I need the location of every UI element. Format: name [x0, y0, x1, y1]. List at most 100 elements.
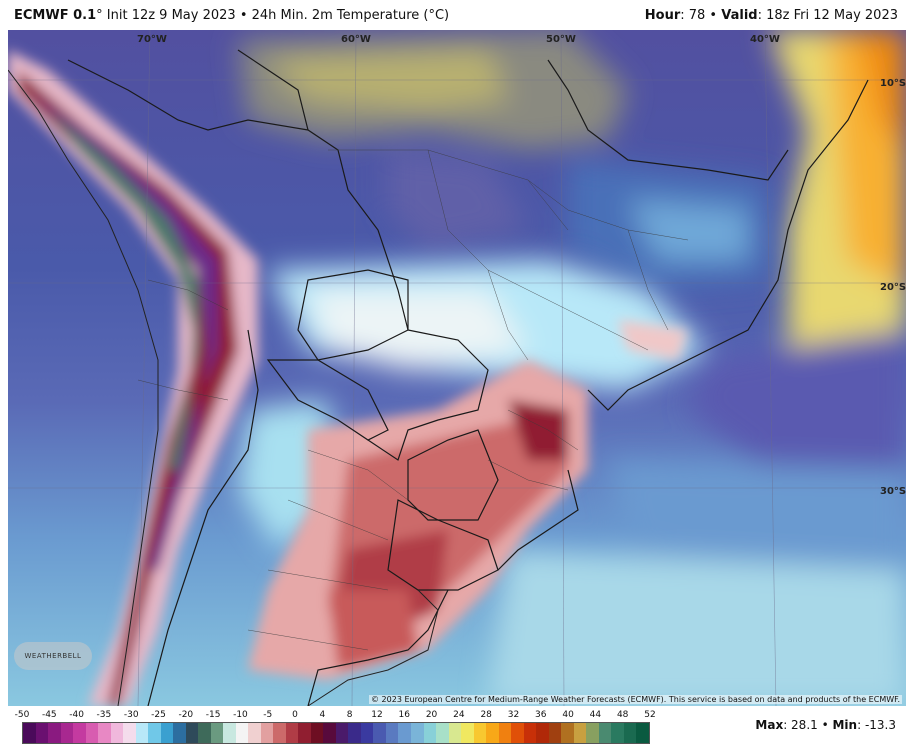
colorbar-swatch: [461, 723, 474, 743]
colorbar-swatch: [335, 723, 349, 743]
colorbar-swatch: [498, 723, 512, 743]
lon-label-40w: 40°W: [750, 34, 780, 45]
colorbar-tick-label: 36: [535, 710, 547, 720]
hour-label: Hour: [644, 8, 681, 23]
colorbar-swatch: [298, 723, 311, 743]
colorbar-tick-label: 28: [480, 710, 492, 720]
colorbar-swatch: [611, 723, 624, 743]
lon-label-60w: 60°W: [341, 34, 371, 45]
map-title: ECMWF 0.1° Init 12z 9 May 2023 • 24h Min…: [14, 8, 449, 23]
colorbar-swatch: [185, 723, 199, 743]
colorbar-tick-label: 12: [371, 710, 383, 720]
colorbar-swatch: [448, 723, 462, 743]
colorbar-swatch: [410, 723, 424, 743]
colorbar-swatch: [273, 723, 286, 743]
colorbar-tick-label: 48: [616, 710, 629, 720]
init-text: Init 12z 9 May 2023 • 24h Min. 2m Temper…: [102, 8, 450, 23]
colorbar-tick-label: -15: [205, 710, 221, 720]
map-header: ECMWF 0.1° Init 12z 9 May 2023 • 24h Min…: [0, 0, 914, 30]
field-warm-ocean: [488, 30, 906, 706]
colorbar-swatch: [473, 723, 487, 743]
colorbar-swatch: [135, 723, 149, 743]
colorbar-swatch: [148, 723, 161, 743]
state-borders: [137, 149, 689, 651]
colorbar-tick-label: 16: [398, 710, 410, 720]
colorbar-swatch: [310, 723, 324, 743]
colorbar-tick-label: 24: [453, 710, 465, 720]
colorbar-swatch: [35, 723, 49, 743]
colorbar-tick-label: 0: [292, 710, 298, 720]
colorbar-swatch: [373, 723, 386, 743]
colorbar-swatch: [360, 723, 374, 743]
lon-label-70w: 70°W: [137, 34, 167, 45]
colorbar-swatch: [636, 723, 649, 743]
colorbar-swatch: [85, 723, 99, 743]
colorbar-tick-label: -5: [263, 710, 273, 720]
lon-label-50w: 50°W: [546, 34, 576, 45]
colorbar-tick-label: 40: [562, 710, 574, 720]
colorbar-swatch: [573, 723, 587, 743]
colorbar-swatch: [398, 723, 411, 743]
country-borders: [67, 49, 869, 706]
coastline: [8, 69, 439, 706]
colorbar-swatch: [536, 723, 549, 743]
colorbar-swatch: [598, 723, 612, 743]
colorbar-swatch: [123, 723, 136, 743]
colorbar-swatch: [260, 723, 274, 743]
hour-value: : 78 •: [680, 8, 722, 23]
degree-symbol: °: [96, 8, 103, 23]
colorbar-swatch: [561, 723, 574, 743]
field-andes: [8, 50, 258, 706]
colorbar-swatch: [248, 723, 261, 743]
colorbar-swatch: [323, 723, 336, 743]
longitude-labels: 70°W 60°W 50°W 40°W: [137, 34, 780, 45]
max-value: : 28.1 •: [783, 718, 833, 732]
valid-value: : 18z Fri 12 May 2023: [757, 8, 898, 23]
colorbar-swatch: [511, 723, 524, 743]
colorbar-tick-label: 52: [644, 710, 656, 720]
colorbar-swatch: [235, 723, 249, 743]
colorbar-swatch: [98, 723, 111, 743]
colorbar-swatch: [48, 723, 61, 743]
colorbar-tick-label: 4: [319, 710, 326, 720]
colorbar-tick-label: -35: [96, 710, 112, 720]
colorbar-tick-label: -30: [123, 710, 139, 720]
colorbar-swatch: [173, 723, 186, 743]
map-canvas: 70°W 60°W 50°W 40°W 10°S 20°S 30°S: [8, 30, 906, 706]
colorbar-tick-label: -10: [233, 710, 248, 720]
min-label: Min: [832, 718, 858, 732]
colorbar-tick-label: -40: [69, 710, 84, 720]
colorbar-swatch: [623, 723, 637, 743]
colorbar-tick-label: 44: [589, 710, 602, 720]
colorbar-swatch: [436, 723, 449, 743]
lat-label-20s: 20°S: [880, 282, 906, 293]
max-min-stats: Max: 28.1 • Min: -13.3: [755, 718, 896, 732]
colorbar-swatch: [348, 723, 361, 743]
colorbar-swatch: [385, 723, 399, 743]
temperature-map[interactable]: 70°W 60°W 50°W 40°W 10°S 20°S 30°S WEATH…: [8, 30, 906, 706]
colorbar-swatch: [223, 723, 236, 743]
colorbar-swatch: [548, 723, 562, 743]
copyright-notice: © 2023 European Centre for Medium-Range …: [369, 695, 902, 704]
graticule: [8, 30, 906, 706]
lat-label-30s: 30°S: [880, 486, 906, 497]
colorbar-swatch: [198, 723, 211, 743]
valid-label: Valid: [721, 8, 758, 23]
colorbar-tick-label: -50: [14, 710, 30, 720]
colorbar-swatch: [110, 723, 124, 743]
valid-time: Hour: 78 • Valid: 18z Fri 12 May 2023: [645, 8, 898, 23]
colorbar-tick-label: -20: [178, 710, 194, 720]
latitude-labels: 10°S 20°S 30°S: [880, 78, 906, 497]
colorbar-swatch: [586, 723, 599, 743]
colorbar-swatch: [160, 723, 174, 743]
colorbar-tick-label: 32: [507, 710, 520, 720]
logo-text: WEATHERBELL: [24, 652, 82, 660]
weatherbell-logo: WEATHERBELL: [14, 642, 92, 670]
colorbar-tick-label: -45: [41, 710, 57, 720]
colorbar-ticks: -50 -45 -40 -35 -30 -25 -20 -15 -10 -5 0 4 8 12 16 20 24…: [14, 710, 658, 722]
colorbar-swatch: [73, 723, 86, 743]
min-value: : -13.3: [857, 718, 896, 732]
colorbar-swatch: [285, 723, 299, 743]
colorbar-swatch: [423, 723, 437, 743]
colorbar-tick-label: 8: [346, 710, 353, 720]
